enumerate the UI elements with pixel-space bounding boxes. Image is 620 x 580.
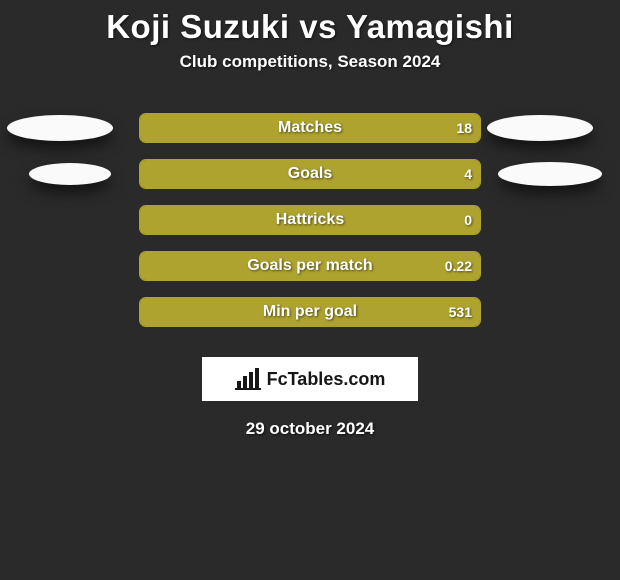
- stat-bar: Min per goal531: [139, 297, 481, 327]
- stat-bar: Goals per match0.22: [139, 251, 481, 281]
- stat-row: Hattricks0: [0, 197, 620, 243]
- stat-row: Goals4: [0, 151, 620, 197]
- stat-value-right: 531: [449, 304, 472, 320]
- stat-bar: Hattricks0: [139, 205, 481, 235]
- stat-value-right: 0.22: [445, 258, 472, 274]
- page-title: Koji Suzuki vs Yamagishi: [0, 0, 620, 46]
- stat-bar-left-fill: [140, 114, 480, 142]
- stat-bar-left-fill: [140, 298, 480, 326]
- stat-bar: Goals4: [139, 159, 481, 189]
- stat-value-right: 0: [464, 212, 472, 228]
- stat-bar-left-fill: [140, 206, 480, 234]
- page-subtitle: Club competitions, Season 2024: [0, 52, 620, 72]
- stats-chart: Matches18 Goals4 Hattricks0 Goals per match…: [0, 105, 620, 335]
- player-left-marker: [7, 115, 113, 141]
- stat-row: Matches18: [0, 105, 620, 151]
- footer-date: 29 october 2024: [0, 419, 620, 439]
- stat-value-right: 18: [456, 120, 472, 136]
- barchart-icon: [235, 368, 261, 390]
- stat-bar-left-fill: [140, 160, 480, 188]
- logo-text: FcTables.com: [267, 369, 386, 390]
- stat-row: Goals per match0.22: [0, 243, 620, 289]
- player-left-marker: [29, 163, 111, 185]
- player-right-marker: [487, 115, 593, 141]
- stat-bar: Matches18: [139, 113, 481, 143]
- player-right-marker: [498, 162, 602, 186]
- stat-row: Min per goal531: [0, 289, 620, 335]
- logo-box: FcTables.com: [202, 357, 418, 401]
- stat-value-right: 4: [464, 166, 472, 182]
- stat-bar-left-fill: [140, 252, 480, 280]
